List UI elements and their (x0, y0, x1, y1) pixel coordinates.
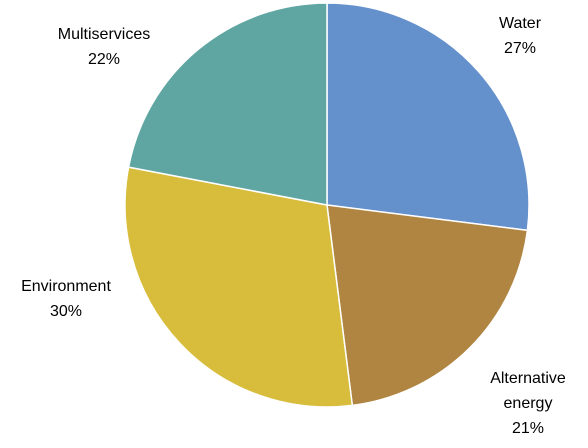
pie-pct-label-environment: 30% (50, 303, 82, 320)
pie-category-label-alternative-energy: Alternative (490, 370, 566, 387)
pie-slice-environment (124, 166, 354, 408)
pie-category-label-alternative-energy: energy (504, 395, 553, 412)
pie-slices (124, 2, 530, 408)
pie-category-label-multiservices: Multiservices (58, 26, 150, 43)
pie-category-label-water: Water (499, 15, 542, 32)
pie-slice-multiservices (127, 2, 328, 206)
pie-slice-water (326, 2, 530, 232)
pie-pct-label-multiservices: 22% (88, 51, 120, 68)
pie-category-label-environment: Environment (21, 278, 111, 295)
pie-slice-alternative-energy (326, 204, 529, 407)
pie-labels: Water 27% Alternative energy 21% Environment 3… (21, 15, 566, 437)
pie-pct-label-water: 27% (504, 40, 536, 57)
pie-pct-label-alternative-energy: 21% (512, 420, 544, 437)
